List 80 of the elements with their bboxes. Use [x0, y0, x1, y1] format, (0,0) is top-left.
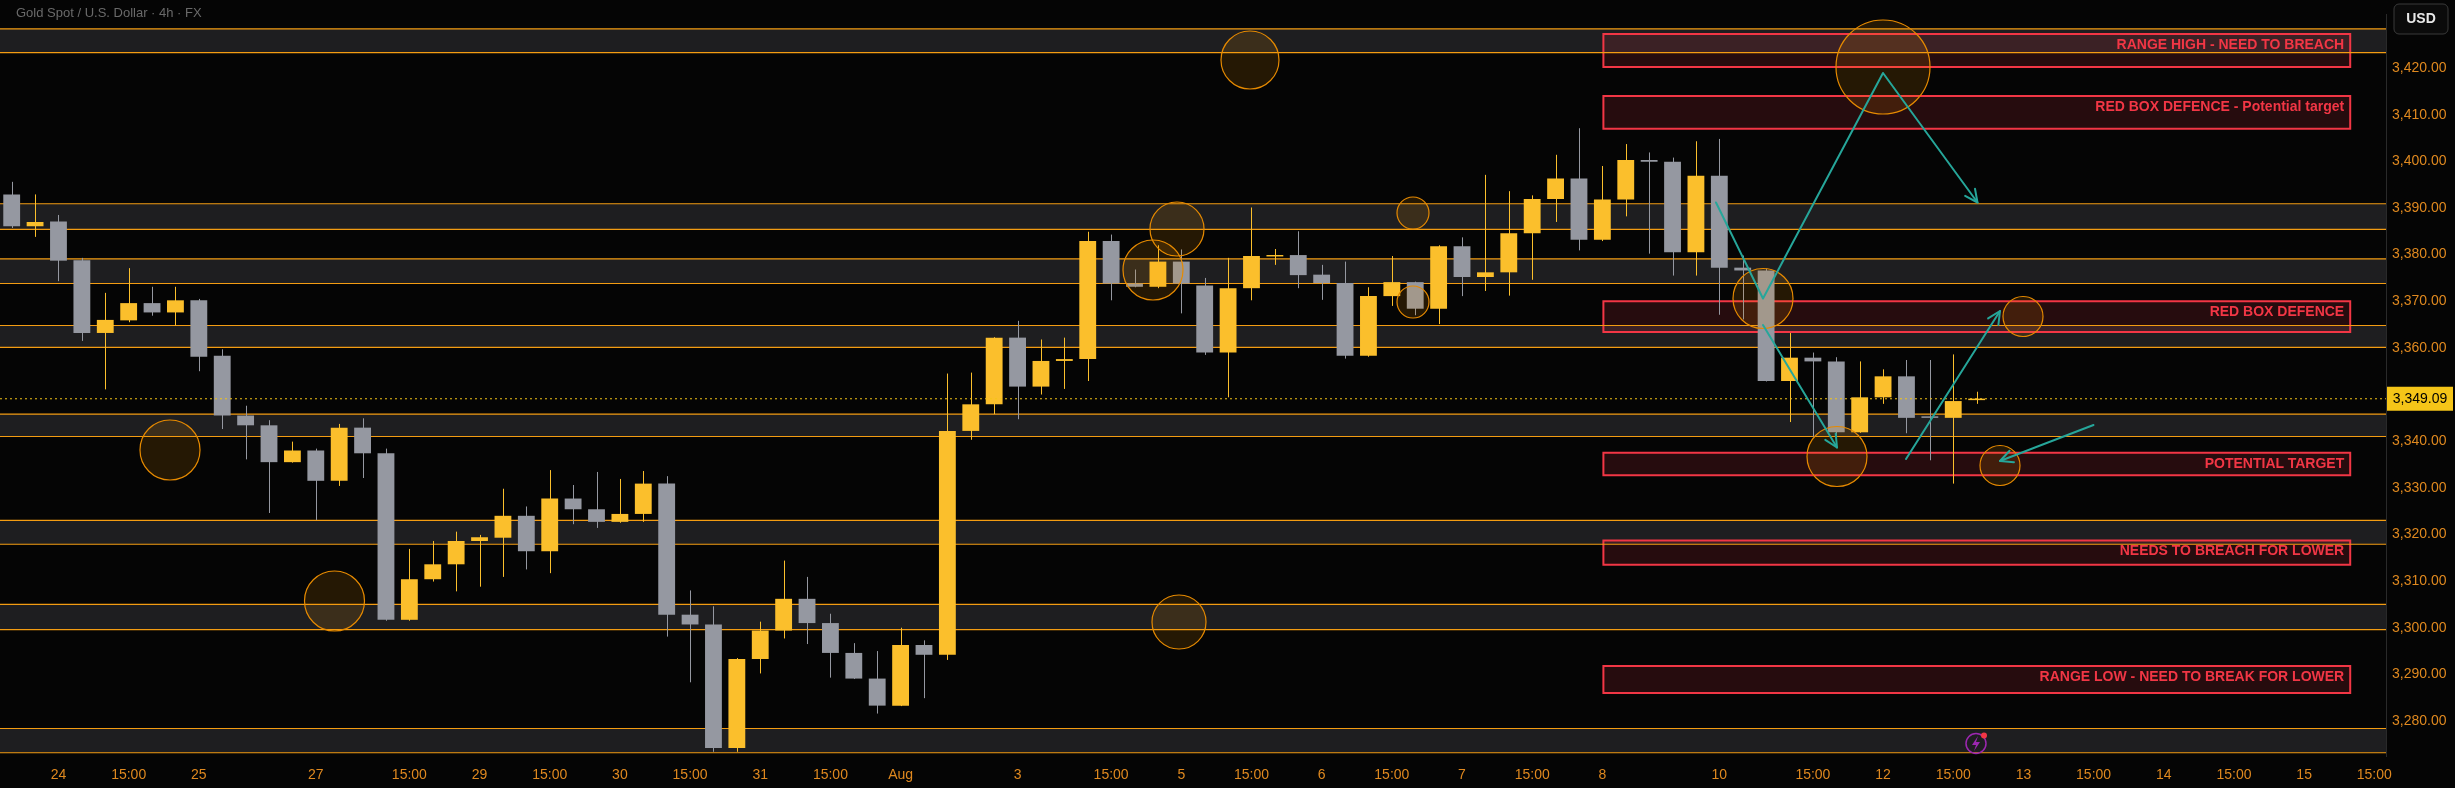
candlestick	[283, 441, 301, 464]
candlestick	[915, 639, 933, 699]
x-tick-label: 30	[612, 766, 628, 783]
band-label: RANGE HIGH - NEED TO BREACH	[2116, 35, 2345, 52]
candlestick	[26, 193, 44, 238]
x-tick-label: Aug	[888, 766, 914, 783]
x-tick-label: 8	[1598, 766, 1607, 783]
y-tick-label: 3,320.00	[2392, 525, 2447, 542]
band-label: POTENTIAL TARGET	[2204, 454, 2345, 471]
candlestick	[167, 286, 184, 326]
x-tick-label: 24	[50, 766, 67, 783]
x-tick-label: 27	[308, 766, 324, 783]
x-tick-label: 6	[1317, 766, 1326, 783]
y-tick-label: 3,420.00	[2392, 58, 2447, 75]
candlestick	[611, 478, 629, 524]
candlestick	[1944, 353, 1962, 485]
y-tick-label: 3,300.00	[2392, 618, 2447, 635]
y-tick-label: 3,390.00	[2392, 198, 2447, 215]
candlestick	[1921, 359, 1939, 461]
band-label: RANGE LOW - NEED TO BREAK FOR LOWER	[2039, 667, 2345, 684]
x-tick-label: 13	[2015, 766, 2032, 783]
x-tick-label: 29	[471, 766, 488, 783]
candlestick	[1547, 154, 1564, 223]
x-tick-label: 15:00	[1093, 766, 1129, 783]
candlestick	[447, 531, 465, 592]
x-tick-label: 15:00	[1514, 766, 1550, 783]
candlestick	[1172, 248, 1190, 314]
candlestick	[1313, 264, 1331, 301]
x-tick-label: 15:00	[1374, 766, 1410, 783]
x-tick-label: 15:00	[1935, 766, 1971, 783]
y-tick-label: 3,330.00	[2392, 478, 2447, 495]
y-tick-label: 3,380.00	[2392, 245, 2447, 262]
x-tick-label: 15	[2296, 766, 2313, 783]
x-tick-label: 15:00	[672, 766, 708, 783]
y-axis-title: USD	[2406, 9, 2436, 26]
candlestick	[1476, 174, 1494, 292]
x-tick-label: 15:00	[1795, 766, 1831, 783]
y-tick-label: 3,360.00	[2392, 338, 2447, 355]
y-tick-label: 3,340.00	[2392, 432, 2447, 449]
candlestick	[424, 540, 442, 583]
candlestick	[494, 488, 512, 578]
candlestick	[471, 534, 488, 588]
candlestick	[588, 471, 605, 529]
y-tick-label: 3,290.00	[2392, 665, 2447, 682]
candlestick	[120, 267, 138, 323]
x-tick-label: 15:00	[2076, 766, 2112, 783]
x-tick-label: 3	[1013, 766, 1022, 783]
candlestick	[1289, 230, 1307, 289]
y-tick-label: 3,280.00	[2392, 711, 2447, 728]
candlestick	[1383, 255, 1401, 307]
candlestick	[237, 405, 255, 460]
chart-title: Gold Spot / U.S. Dollar · 4h · FX	[16, 4, 202, 20]
x-tick-label: 10	[1711, 766, 1728, 783]
candlestick	[96, 292, 114, 390]
x-tick-label: 15:00	[1233, 766, 1270, 783]
x-tick-label: 12	[1875, 766, 1892, 783]
candlestick	[1874, 368, 1892, 405]
x-tick-label: 5	[1177, 766, 1186, 783]
x-tick-label: 15:00	[111, 766, 147, 783]
x-tick-label: 31	[752, 766, 769, 783]
y-tick-label: 3,410.00	[2392, 105, 2447, 122]
x-tick-label: 15:00	[391, 766, 428, 783]
x-tick-label: 7	[1458, 766, 1467, 783]
candlestick	[1055, 337, 1073, 390]
ref-line-label: 3,349.09	[2392, 389, 2448, 406]
x-tick-label: 14	[2155, 766, 2172, 783]
y-tick-label: 3,370.00	[2392, 292, 2447, 309]
band-label: RED BOX DEFENCE - Potential target	[2095, 97, 2345, 114]
candlestick	[1640, 151, 1658, 255]
y-tick-label: 3,310.00	[2392, 571, 2447, 588]
y-tick-label: 3,400.00	[2392, 152, 2447, 169]
candlestick	[564, 484, 582, 525]
candlestick	[143, 286, 161, 317]
x-tick-label: 15:00	[2356, 766, 2393, 783]
band-label: RED BOX DEFENCE	[2209, 303, 2345, 320]
x-tick-label: 15:00	[2216, 766, 2252, 783]
band-label: NEEDS TO BREACH FOR LOWER	[2119, 542, 2345, 559]
x-tick-label: 25	[191, 766, 207, 783]
x-tick-label: 15:00	[812, 766, 849, 783]
x-tick-label: 15:00	[532, 766, 568, 783]
